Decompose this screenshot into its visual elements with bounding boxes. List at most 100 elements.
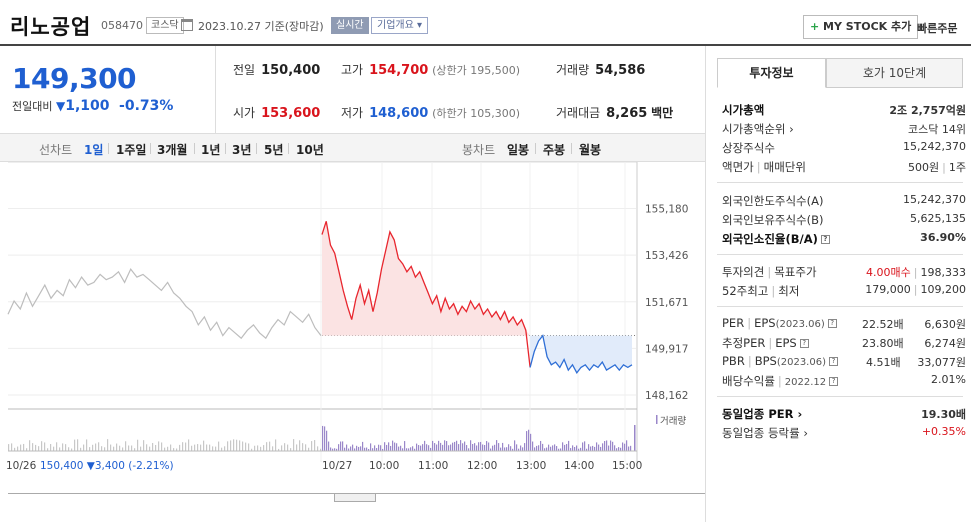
52week-low-value: 109,200 [920, 283, 967, 296]
company-info-label: 기업개요 [377, 20, 414, 31]
help-icon[interactable]: ? [799, 339, 809, 348]
volume-bar [131, 445, 133, 451]
base-date: 2023.10.27 기준(장마감) [198, 20, 324, 33]
volume-bar [448, 445, 450, 451]
tab-daily-candle[interactable]: 일봉 [507, 143, 530, 157]
quick-order-button[interactable]: 빠른주문 [917, 22, 958, 35]
52week-low-label: 최저 [778, 284, 800, 298]
industry-per-row[interactable]: 동일업종 PER › 19.30배 [722, 406, 966, 424]
market-cap-row: 시가총액 2조 2,757억원 [722, 102, 966, 120]
volume-bar [460, 440, 462, 451]
volume-bar [188, 439, 190, 451]
tab-10year[interactable]: 10년 [296, 143, 324, 157]
volume-bar [486, 441, 488, 451]
volume-bar [548, 444, 550, 451]
market-cap-rank-row[interactable]: 시가총액순위 › 코스닥 14위 [722, 121, 966, 139]
volume-bar [254, 445, 256, 451]
volume-bar [324, 426, 326, 451]
realtime-button[interactable]: 실시간 [331, 17, 369, 34]
company-info-dropdown[interactable]: 기업개요 ▾ [371, 17, 429, 34]
volume-bar [146, 444, 148, 451]
52week-label: 52주최고 | 최저 [722, 283, 799, 299]
market-cap-label: 시가총액 [722, 103, 765, 117]
tab-orderbook[interactable]: 호가 10단계 [826, 58, 963, 88]
volume-bar [104, 447, 106, 451]
tab-1year[interactable]: 1년 [201, 143, 221, 157]
market-cap-value: 2조 2,757억원 [889, 104, 966, 117]
volume-bar [326, 430, 328, 451]
separator: | [747, 316, 752, 330]
today-up-line [321, 221, 531, 368]
volume-bar [470, 440, 472, 451]
volume-bar [538, 445, 540, 451]
volume-bar [580, 447, 582, 451]
volume-bar [418, 445, 420, 451]
volume-bar [546, 447, 548, 451]
volume-bar [113, 446, 115, 451]
volume-bar [432, 440, 434, 451]
industry-rate-value: +0.35% [921, 425, 966, 438]
price-chart[interactable]: 155,180 153,426 151,671 149,917 148,162 거래량 10… [0, 162, 705, 502]
volume-bar [612, 441, 614, 451]
tab-5year[interactable]: 5년 [264, 143, 284, 157]
volume-bar [536, 445, 538, 451]
volume-bar [209, 444, 211, 451]
volume-bar [287, 444, 289, 451]
change-label: 전일대비 [12, 100, 53, 113]
separator: | [756, 160, 761, 174]
help-icon[interactable]: ? [820, 235, 830, 244]
volume-bar [402, 448, 404, 451]
volume-bar [119, 445, 121, 451]
volume-bar [275, 439, 277, 451]
divider [194, 143, 195, 154]
stock-name: 리노공업 [10, 15, 92, 39]
scroll-handle[interactable] [334, 494, 376, 502]
help-icon[interactable]: ? [827, 319, 837, 328]
volume-bar [594, 446, 596, 451]
volume-bar [227, 441, 229, 451]
volume-bar [428, 445, 430, 451]
prev-close-value: 150,400 [261, 63, 321, 78]
tab-1day[interactable]: 1일 [84, 143, 104, 157]
volume-bar [137, 439, 139, 451]
dividend-text: 배당수익률 [722, 374, 775, 388]
tab-monthly-candle[interactable]: 월봉 [579, 143, 602, 157]
tab-3year[interactable]: 3년 [232, 143, 252, 157]
volume-bar [544, 448, 546, 451]
tab-weekly-candle[interactable]: 주봉 [543, 143, 566, 157]
volume-bar [378, 444, 380, 451]
volume-bar [314, 440, 316, 451]
volume-bar [236, 439, 238, 451]
volume-bar [622, 442, 624, 451]
volume-bar [382, 448, 384, 451]
tab-3month[interactable]: 3개월 [157, 143, 188, 157]
volume-bar [200, 444, 202, 451]
volume-bar [508, 444, 510, 451]
volume-bar [86, 439, 88, 451]
open-price: 시가 153,600 [233, 104, 320, 121]
volume-bar [456, 440, 458, 451]
volume-bar [584, 441, 586, 451]
volume-bar [62, 443, 64, 451]
tab-1week[interactable]: 1주일 [116, 143, 147, 157]
volume-bar [116, 443, 118, 451]
volume-bar [400, 445, 402, 451]
industry-rate-row[interactable]: 동일업종 등락률 › +0.35% [722, 425, 966, 443]
bps-value: 33,077원 [917, 356, 966, 369]
dividend-label: 배당수익률 | 2022.12? [722, 373, 839, 389]
help-icon[interactable]: ? [828, 357, 838, 366]
industry-rate-label: 동일업종 등락률 › [722, 425, 808, 441]
help-icon[interactable]: ? [829, 377, 839, 386]
tab-investment-info[interactable]: 투자정보 [717, 58, 826, 88]
est-per-eps-row: 추정PER | EPS? 23.80배 6,274원 [722, 335, 966, 353]
volume-bar [490, 448, 492, 451]
par-unit-label: 액면가 | 매매단위 [722, 159, 806, 175]
separator: | [913, 266, 918, 279]
volume-bar [278, 448, 280, 451]
volume-bar [83, 444, 85, 451]
per-eps-label: PER | EPS(2023.06)? [722, 316, 837, 330]
volume-bar [191, 445, 193, 451]
volume-bar [462, 443, 464, 451]
add-mystock-button[interactable]: + MY STOCK 추가 [803, 15, 919, 39]
volume-bar [608, 445, 610, 451]
